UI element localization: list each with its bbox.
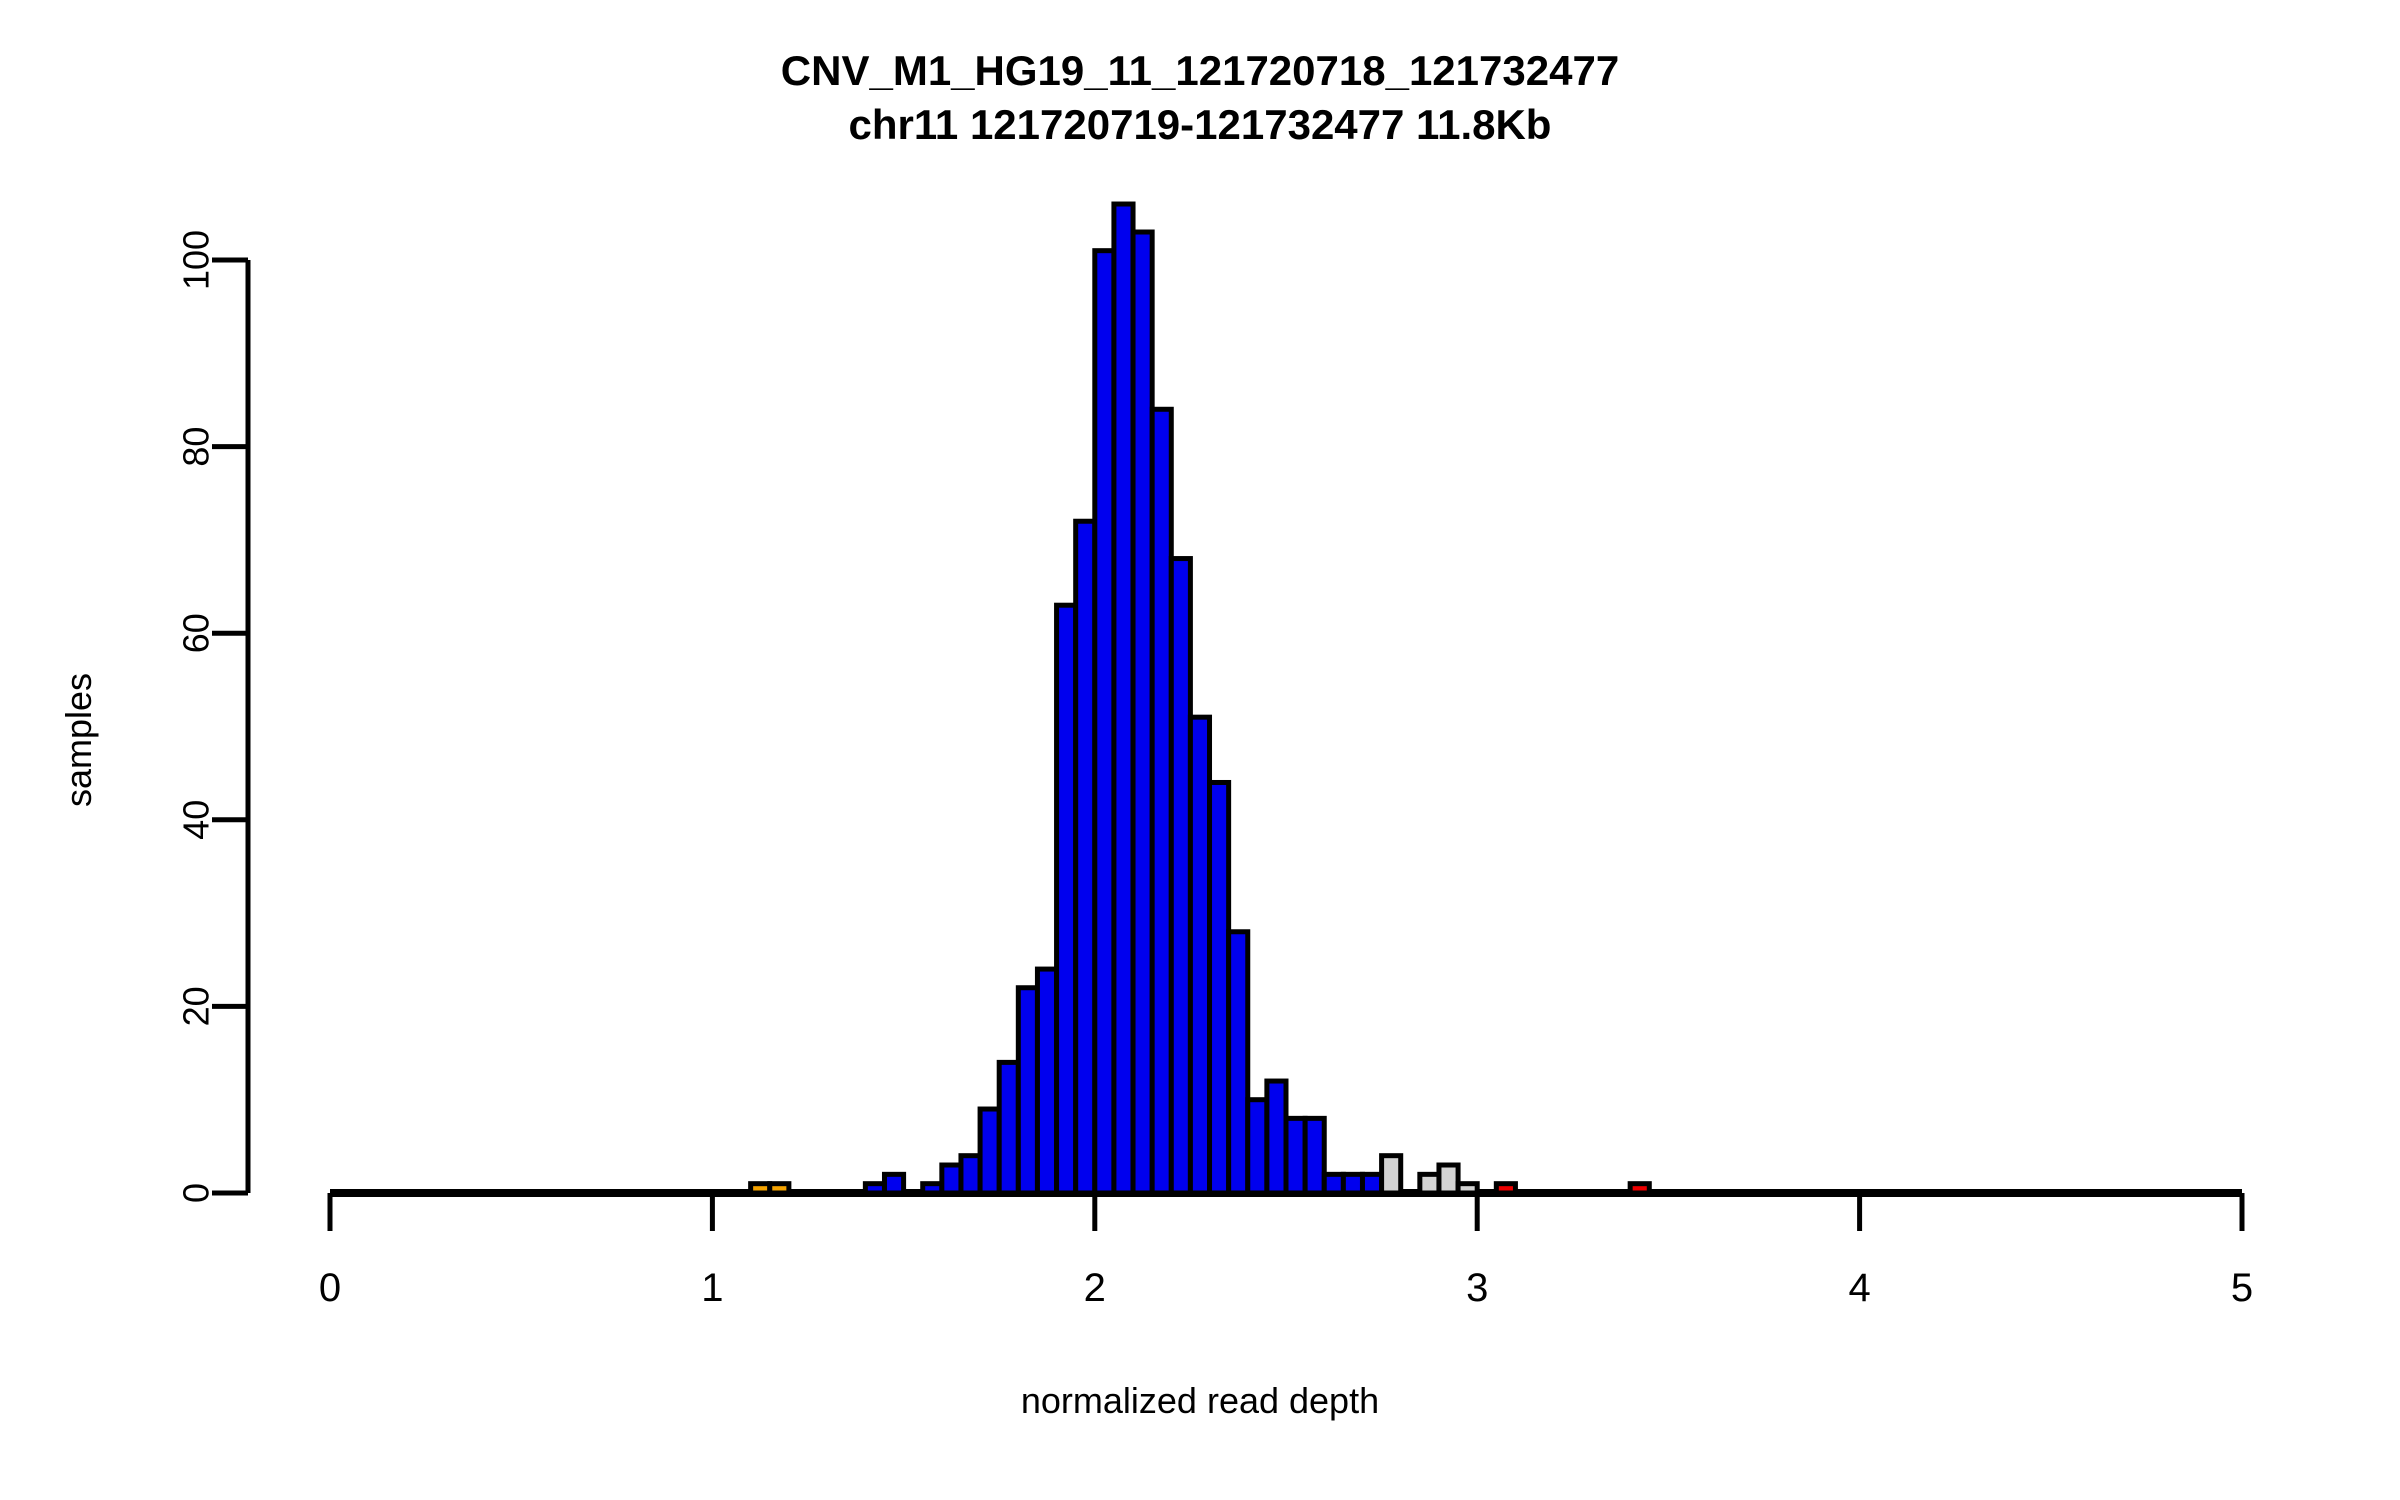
histogram-bar — [996, 1059, 1021, 1196]
histogram-bar — [1302, 1115, 1327, 1196]
histogram-bar — [939, 1162, 964, 1196]
chart-title: CNV_M1_HG19_11_121720718_121732477 chr11… — [0, 44, 2400, 152]
histogram-bar — [1627, 1181, 1652, 1196]
histogram-bar — [1321, 1171, 1346, 1196]
y-axis-tick-label: 40 — [176, 800, 217, 840]
histogram-bar — [1015, 985, 1040, 1196]
histogram-bar — [748, 1181, 773, 1196]
x-axis-tick-label: 1 — [701, 1266, 723, 1310]
histogram-bar — [1207, 779, 1232, 1196]
histogram-bar — [1130, 229, 1155, 1196]
histogram-bar — [1493, 1181, 1518, 1196]
x-axis-label: normalized read depth — [1020, 1380, 1380, 1421]
y-axis-tick-label: 80 — [176, 427, 217, 467]
histogram-bar — [1073, 518, 1098, 1196]
y-axis-tick-label: 60 — [176, 613, 217, 653]
histogram-bar — [862, 1181, 887, 1196]
histogram-bar — [1340, 1171, 1365, 1196]
x-axis-tick-label: 3 — [1466, 1266, 1488, 1310]
histogram-bar — [1168, 556, 1193, 1196]
histogram-bar — [881, 1171, 907, 1196]
y-axis-tick-label: 20 — [176, 986, 217, 1026]
x-axis-tick-label: 0 — [319, 1266, 341, 1310]
histogram-bar — [920, 1181, 945, 1196]
chart-title-line1: CNV_M1_HG19_11_121720718_121732477 — [780, 47, 1620, 94]
histogram-bar — [1226, 929, 1251, 1196]
x-axis-tick-label: 2 — [1084, 1266, 1106, 1310]
histogram-bar — [1455, 1181, 1480, 1196]
chart-title-line2: chr11 121720719-121732477 11.8Kb — [848, 101, 1552, 148]
histogram-bar — [767, 1181, 792, 1196]
histogram-bar — [1034, 966, 1060, 1196]
y-axis-label: samples — [58, 672, 99, 807]
y-axis-tick-label: 0 — [176, 1183, 217, 1203]
x-axis-tick-label: 5 — [2231, 1266, 2253, 1310]
histogram-bar — [1283, 1115, 1308, 1196]
histogram-bar — [1379, 1153, 1404, 1196]
histogram-bar — [1417, 1171, 1442, 1196]
histogram-bar — [1092, 248, 1117, 1196]
histogram-bars — [748, 201, 1652, 1196]
histogram-bar — [1436, 1162, 1461, 1196]
histogram-bar — [1149, 406, 1174, 1196]
histogram-bar — [958, 1153, 983, 1196]
histogram-bar — [977, 1106, 1002, 1196]
x-axis-tick-label: 4 — [1848, 1266, 1870, 1310]
histogram-bar — [1264, 1078, 1289, 1196]
histogram-bar — [1054, 602, 1079, 1196]
histogram-bar — [1111, 201, 1136, 1196]
histogram-bar — [1245, 1097, 1270, 1196]
histogram-bar — [1187, 714, 1213, 1196]
histogram-bar — [1359, 1171, 1385, 1196]
y-axis-tick-label: 100 — [176, 230, 217, 290]
